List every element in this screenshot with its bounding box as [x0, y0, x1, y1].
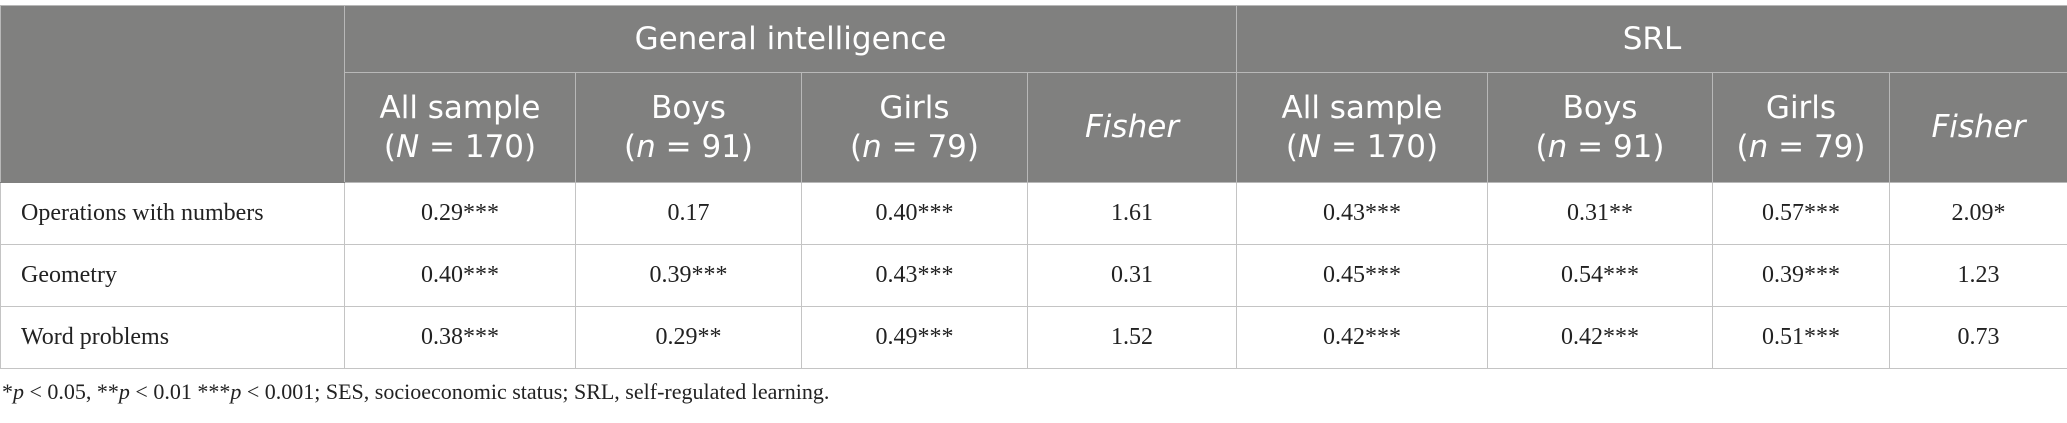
- header-part: = 79): [881, 128, 979, 165]
- cell: 0.29**: [575, 306, 802, 369]
- cell: 0.39***: [1712, 244, 1890, 307]
- group-header: General intelligence: [344, 5, 1237, 73]
- column-header: Girls (n = 79): [1712, 72, 1890, 183]
- corner: [0, 5, 345, 183]
- footnote: *p < 0.05, **p < 0.01 ***p < 0.001; SES,…: [2, 379, 2067, 405]
- header-part: (: [1535, 128, 1548, 165]
- row: Operations with numbers 0.29*** 0.17 0.40**…: [0, 182, 2067, 245]
- header-line: Girls: [1765, 89, 1837, 126]
- row: Geometry 0.40*** 0.39*** 0.43*** 0.31 0.45***…: [0, 244, 2067, 307]
- cell: 0.45***: [1236, 244, 1488, 307]
- footnote-part: p: [13, 379, 24, 404]
- header-part: n: [862, 128, 882, 165]
- cell: 0.54***: [1487, 244, 1713, 307]
- header-part: = 170): [1321, 128, 1439, 165]
- column-header: Boys (n = 91): [1487, 72, 1713, 183]
- header-line: All sample: [379, 89, 541, 126]
- cell: 0.57***: [1712, 182, 1890, 245]
- row-label: Geometry: [0, 244, 345, 307]
- header-part: (: [383, 128, 396, 165]
- footnote-part: p: [118, 379, 130, 404]
- cell: 0.51***: [1712, 306, 1890, 369]
- cell: 0.42***: [1487, 306, 1713, 369]
- header-part: n: [1547, 128, 1568, 165]
- header-line: Boys: [1562, 89, 1638, 126]
- page: General intelligence SRL All sample (N = …: [0, 5, 2067, 423]
- row-label: Word problems: [0, 306, 345, 369]
- header-part: = 91): [655, 128, 753, 165]
- header-part: n: [1748, 128, 1769, 165]
- cell: 0.73: [1889, 306, 2067, 369]
- cell: 0.43***: [801, 244, 1028, 307]
- cell: 0.29***: [344, 182, 576, 245]
- cell: 0.17: [575, 182, 802, 245]
- column-header: All sample (N = 170): [1236, 72, 1488, 183]
- footnote-part: *: [2, 379, 13, 404]
- header-line: Fisher: [1084, 109, 1180, 146]
- cell: 2.09*: [1889, 182, 2067, 245]
- cell: 1.52: [1027, 306, 1237, 369]
- header-part: n: [636, 128, 656, 165]
- header-line: Girls: [879, 89, 950, 126]
- column-header: Boys (n = 91): [575, 72, 802, 183]
- footnote-part: < 0.05, **: [24, 379, 119, 404]
- cell: 0.31: [1027, 244, 1237, 307]
- row-label: Operations with numbers: [0, 182, 345, 245]
- header-part: = 79): [1768, 128, 1866, 165]
- cell: 1.23: [1889, 244, 2067, 307]
- footnote-part: p: [230, 379, 242, 404]
- header-line: Fisher: [1931, 109, 2026, 146]
- cell: 0.39***: [575, 244, 802, 307]
- cell: 0.42***: [1236, 306, 1488, 369]
- header-part: N: [1297, 128, 1322, 165]
- column-header: All sample (N = 170): [344, 72, 576, 183]
- header-line: All sample: [1281, 89, 1443, 126]
- cell: 0.40***: [344, 244, 576, 307]
- header-part: (: [850, 128, 863, 165]
- correlation-table: General intelligence SRL All sample (N = …: [0, 5, 2067, 369]
- group-header: SRL: [1236, 5, 2067, 73]
- cell: 0.38***: [344, 306, 576, 369]
- column-header: Girls (n = 79): [801, 72, 1028, 183]
- row: Word problems 0.38*** 0.29** 0.49*** 1.52 0.4…: [0, 306, 2067, 369]
- header-part: = 170): [419, 128, 537, 165]
- header-part: (: [624, 128, 637, 165]
- header-part: (: [1736, 128, 1749, 165]
- cell: 0.31**: [1487, 182, 1713, 245]
- column-header: Fisher: [1027, 72, 1237, 183]
- footnote-part: < 0.01 ***: [129, 379, 231, 404]
- cell: 0.49***: [801, 306, 1028, 369]
- cell: 1.61: [1027, 182, 1237, 245]
- column-header: Fisher: [1889, 72, 2067, 183]
- header-part: = 91): [1567, 128, 1665, 165]
- cell: 0.43***: [1236, 182, 1488, 245]
- cell: 0.40***: [801, 182, 1028, 245]
- footnote-part: < 0.001; SES, socioeconomic status; SRL,…: [241, 379, 830, 404]
- header-part: (: [1285, 128, 1298, 165]
- header-line: Boys: [651, 89, 726, 126]
- header-part: N: [395, 128, 420, 165]
